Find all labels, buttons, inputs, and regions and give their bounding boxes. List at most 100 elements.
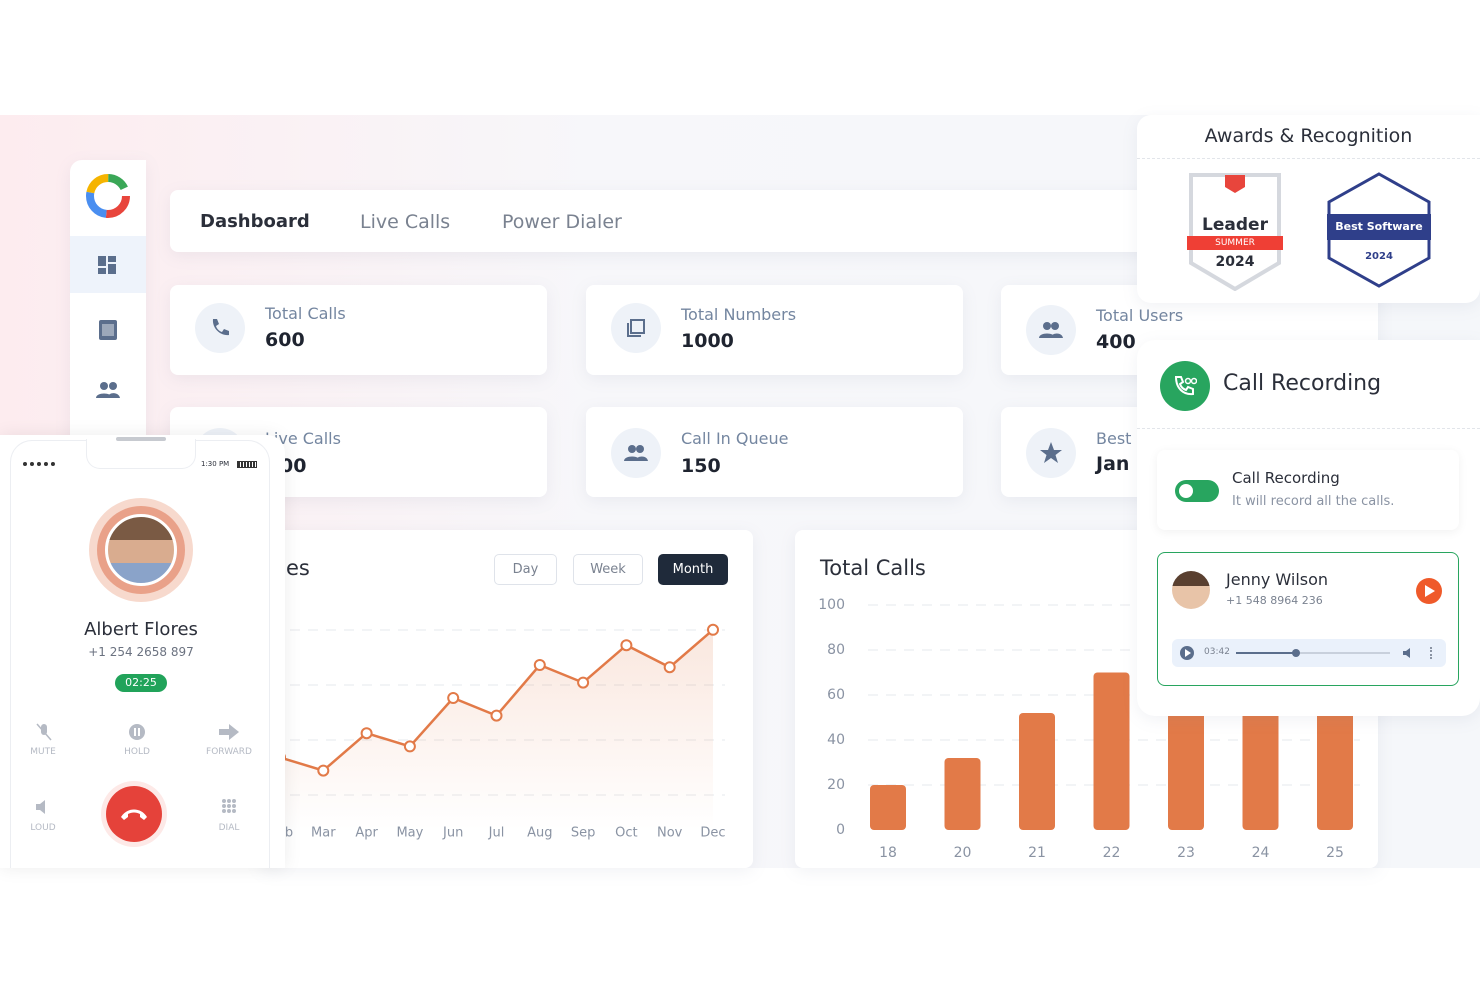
range-button[interactable]: Day	[494, 554, 557, 585]
x-tick-label: b	[285, 826, 293, 841]
point	[490, 709, 503, 722]
nav-dashboard[interactable]	[70, 236, 146, 293]
recording-icon	[1160, 361, 1210, 411]
tab[interactable]: Live Calls	[360, 211, 451, 233]
stat-value: 1000	[681, 330, 734, 352]
x-tick-label: 23	[1177, 845, 1195, 861]
contact-number: +1 254 2658 897	[88, 645, 194, 659]
y-tick-label: 100	[818, 597, 845, 613]
point	[360, 727, 373, 740]
tab[interactable]: Power Dialer	[502, 211, 622, 233]
x-tick-label: 18	[879, 845, 897, 861]
forward-button[interactable]: FORWARD	[206, 747, 252, 757]
bar	[944, 758, 981, 830]
stat-value: 400	[1096, 331, 1136, 353]
tab-bar	[170, 190, 1170, 252]
ss-label: Best Software	[1335, 220, 1423, 233]
x-tick-label: 21	[1028, 845, 1046, 861]
y-tick-label: 20	[827, 777, 845, 793]
loud-button[interactable]: LOUD	[30, 823, 56, 833]
x-tick-label: Apr	[355, 826, 378, 841]
recording-item: Jenny Wilson +1 548 8964 236 03:42	[1157, 552, 1459, 686]
point	[533, 659, 546, 671]
audio-time: 03:42	[1204, 647, 1230, 657]
x-tick-label: 24	[1252, 845, 1270, 861]
toggle-text: It will record all the calls.	[1232, 494, 1395, 509]
bar	[1242, 681, 1279, 830]
stat-label: Total Calls	[265, 304, 346, 323]
contact-name: Jenny Wilson	[1226, 570, 1329, 589]
play-button[interactable]	[1416, 578, 1442, 604]
signal	[23, 462, 55, 466]
point	[577, 676, 590, 689]
range-button[interactable]: Month	[658, 554, 728, 585]
stat-value: 00	[280, 455, 307, 477]
stat-label: Total Users	[1096, 306, 1184, 325]
stat-label: Total Numbers	[681, 305, 797, 324]
hold-button[interactable]: HOLD	[124, 747, 150, 757]
x-tick-label: Jun	[442, 826, 463, 841]
contact-name: Albert Flores	[84, 619, 198, 640]
g2-year: 2024	[1215, 254, 1255, 270]
x-tick-label: Nov	[657, 826, 683, 841]
call-timer: 02:25	[115, 674, 167, 692]
toggle-title: Call Recording	[1232, 469, 1340, 487]
avatar-ring	[89, 498, 193, 602]
stat-value: 150	[681, 455, 721, 477]
recording-card: Call Recording Call Recording It will re…	[1137, 340, 1480, 716]
bar	[1168, 690, 1204, 830]
toggle-row: Call Recording It will record all the ca…	[1157, 450, 1459, 530]
users-icon	[1026, 305, 1076, 355]
queue-icon	[611, 428, 661, 478]
phone-icon	[195, 303, 245, 353]
numbers-icon	[611, 303, 661, 353]
software-suggest-badge	[1327, 172, 1431, 288]
point	[317, 764, 330, 777]
nav-users[interactable]	[95, 380, 121, 400]
bar	[1093, 672, 1130, 830]
logo	[86, 174, 130, 218]
x-tick-label: Mar	[311, 826, 336, 841]
end-call[interactable]	[101, 781, 167, 847]
stat-label: Call In Queue	[681, 429, 789, 448]
x-tick-label: 25	[1326, 845, 1344, 861]
tab[interactable]: Dashboard	[200, 211, 310, 232]
chart-title: Total Calls	[820, 556, 926, 580]
g2-label: Leader	[1202, 215, 1268, 235]
phone: 1:30 PM Albert Flores +1 254 2658 897 02…	[10, 437, 270, 868]
y-tick-label: 0	[836, 822, 845, 838]
stat-label: Live Calls	[265, 429, 341, 448]
nav-dialer[interactable]	[98, 316, 118, 340]
status-time: 1:30 PM	[201, 460, 230, 468]
point	[663, 661, 676, 674]
toggle[interactable]	[1175, 480, 1219, 502]
star-icon	[1026, 428, 1076, 478]
recording-title: Call Recording	[1223, 371, 1382, 396]
chart-title: es	[286, 556, 310, 580]
mute-button[interactable]: MUTE	[30, 747, 56, 757]
y-tick-label: 60	[827, 687, 845, 703]
point	[403, 740, 416, 753]
x-tick-label: Aug	[527, 826, 552, 841]
dial-button[interactable]: DIAL	[218, 823, 240, 833]
bar	[1019, 713, 1055, 830]
ss-year: 2024	[1365, 251, 1393, 262]
range-button[interactable]: Week	[573, 554, 643, 585]
x-tick-label: Sep	[571, 826, 596, 841]
stat-label: Best	[1096, 429, 1132, 448]
bar	[870, 785, 906, 830]
area	[280, 629, 713, 830]
y-tick-label: 80	[827, 642, 845, 658]
awards-title: Awards & Recognition	[1204, 125, 1413, 147]
stat-value: 600	[265, 329, 305, 351]
contact-number: +1 548 8964 236	[1226, 594, 1323, 607]
point	[620, 639, 633, 652]
x-tick-label: 20	[954, 845, 972, 861]
y-tick-label: 40	[827, 732, 845, 748]
audio-player: 03:42	[1172, 639, 1446, 667]
contact-avatar	[1172, 571, 1210, 609]
battery	[237, 461, 257, 468]
point	[447, 692, 460, 704]
